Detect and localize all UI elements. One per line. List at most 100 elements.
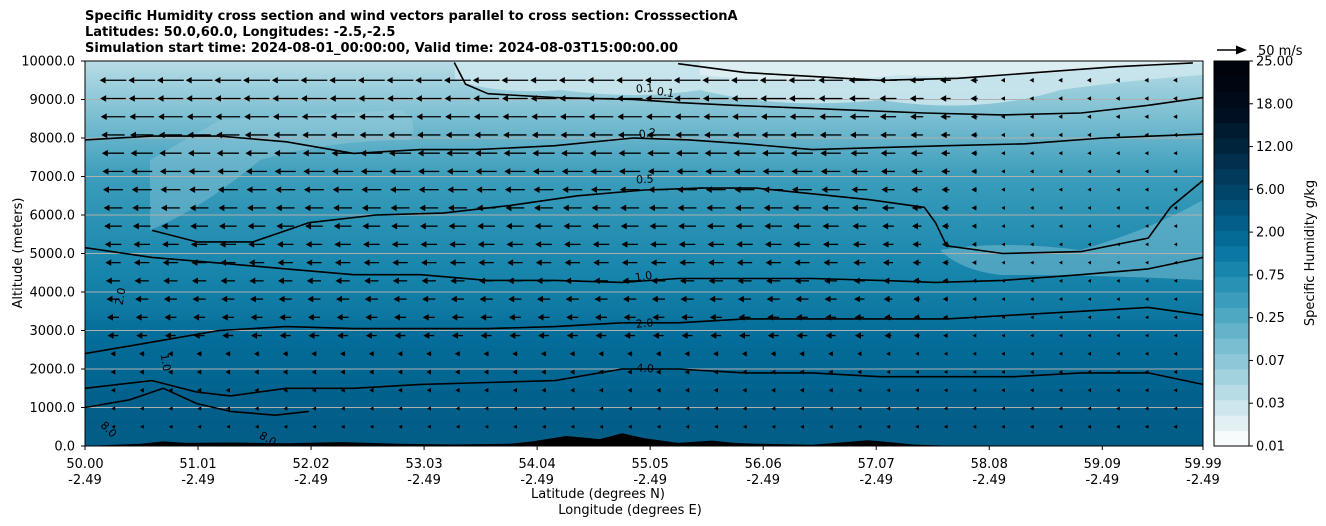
wind-vector-head [312, 424, 317, 429]
wind-vector-head [530, 76, 537, 84]
wind-vector-head [444, 95, 451, 102]
contour-label: 2.0 [635, 316, 654, 331]
y-axis-label: Altitude (meters) [11, 198, 26, 309]
wind-vector-head [421, 259, 428, 266]
wind-vector-head [186, 113, 193, 121]
wind-vector-head [247, 204, 254, 212]
wind-vector-head [1173, 315, 1178, 320]
wind-vector-head [226, 424, 230, 429]
wind-vector-head [656, 387, 661, 393]
contour-line [151, 179, 1203, 255]
wind-vector-head [534, 204, 541, 212]
wind-vector-head [417, 131, 424, 139]
colorbar-swatch [1214, 338, 1249, 355]
wind-vector-head [274, 149, 281, 157]
wind-vector-head [282, 351, 288, 357]
wind-vector-head [542, 424, 546, 429]
wind-vector-head [824, 295, 831, 303]
colorbar-swatch [1214, 307, 1249, 324]
wind-vector-head [1058, 132, 1063, 138]
wind-vector-head [312, 406, 317, 411]
wind-vector-head [646, 113, 653, 121]
wind-vector-head [1030, 205, 1034, 210]
wind-vector-head [189, 186, 196, 193]
wind-vector-head [795, 295, 802, 303]
wind-vector-head [706, 204, 713, 212]
wind-vector-head [387, 113, 394, 121]
wind-vector-head [570, 424, 575, 429]
x-tick-label-longitude: -2.49 [407, 473, 441, 488]
wind-vector-head [646, 131, 653, 139]
wind-vector-head [1173, 242, 1178, 247]
wind-vector-head [272, 113, 279, 121]
wind-vector-head [1087, 114, 1092, 119]
wind-vector-head [849, 95, 856, 102]
x-axis-ticks: 50.00-2.4951.01-2.4952.02-2.4953.03-2.49… [66, 446, 1222, 488]
wind-vector-head [132, 204, 139, 212]
wind-vector-head [943, 388, 948, 393]
wind-vector-head [559, 113, 566, 121]
wind-vector-head [598, 351, 604, 357]
wind-vector-head [886, 424, 891, 429]
contour-label: 0.5 [636, 173, 654, 187]
wind-vector-head [334, 241, 341, 248]
wind-vector-head [1087, 351, 1092, 356]
wind-vector-head [1173, 224, 1178, 229]
wind-vector-head [1116, 169, 1120, 174]
x-tick-label-longitude: -2.49 [1186, 473, 1220, 488]
wind-vector-head [742, 424, 747, 429]
wind-vector-head [972, 351, 977, 356]
wind-vector-head [475, 149, 482, 157]
wind-vector-head [531, 131, 538, 139]
wind-vector-head [1058, 151, 1063, 156]
wind-vector-head [1145, 297, 1149, 301]
wind-vector-head [566, 332, 573, 339]
wind-vector-head [504, 186, 511, 193]
wind-vector-head [448, 204, 455, 212]
wind-vector-head [243, 95, 250, 102]
wind-vector-head [333, 222, 340, 230]
wind-vector-head [190, 222, 197, 230]
wind-vector-head [762, 168, 769, 175]
wind-vector-head [1001, 388, 1005, 393]
wind-vector-head [512, 369, 518, 375]
wind-vector-head [337, 332, 344, 339]
wind-vector-head [588, 113, 595, 121]
wind-vector-head [1173, 278, 1178, 283]
wind-vector-head [644, 76, 651, 84]
wind-vector-head [480, 314, 487, 321]
wind-vector-head [1058, 224, 1063, 229]
wind-vector-head [828, 388, 833, 393]
wind-vector-head [244, 131, 251, 139]
wind-vector-head [1001, 205, 1005, 210]
wind-vector-head [857, 388, 862, 393]
wind-vector-head [391, 241, 398, 248]
wind-vector-head [563, 241, 570, 248]
wind-vector-head [880, 168, 887, 175]
chart-title-line-2: Latitudes: 50.0,60.0, Longitudes: -2.5,-… [85, 25, 396, 40]
wind-vector-head [733, 168, 740, 175]
wind-vector-head [649, 222, 656, 230]
wind-vector-head [1173, 169, 1178, 174]
wind-vector-head [1058, 278, 1063, 283]
driest-upper-region [700, 61, 1203, 80]
wind-vector-head [1116, 260, 1120, 265]
wind-vector-head [1086, 77, 1092, 83]
wind-vector-head [279, 332, 286, 339]
wind-vector-head [822, 241, 829, 248]
contour-label: 0.1 [656, 85, 675, 100]
wind-vector-head [398, 424, 403, 429]
wind-vector-head [336, 295, 343, 303]
wind-vector-head [910, 149, 917, 157]
wind-vector-head [1058, 370, 1063, 375]
wind-vector-head [393, 295, 400, 303]
wind-vector-head [164, 332, 171, 339]
wind-vector-head [444, 76, 451, 84]
wind-vector-head [1058, 351, 1063, 356]
wind-vector-head [714, 424, 718, 429]
wind-vector-head [623, 295, 630, 303]
wind-vector-head [569, 351, 575, 357]
wind-vector-head [912, 241, 919, 248]
wind-vectors [99, 76, 1178, 429]
wind-vector-head [455, 387, 460, 393]
